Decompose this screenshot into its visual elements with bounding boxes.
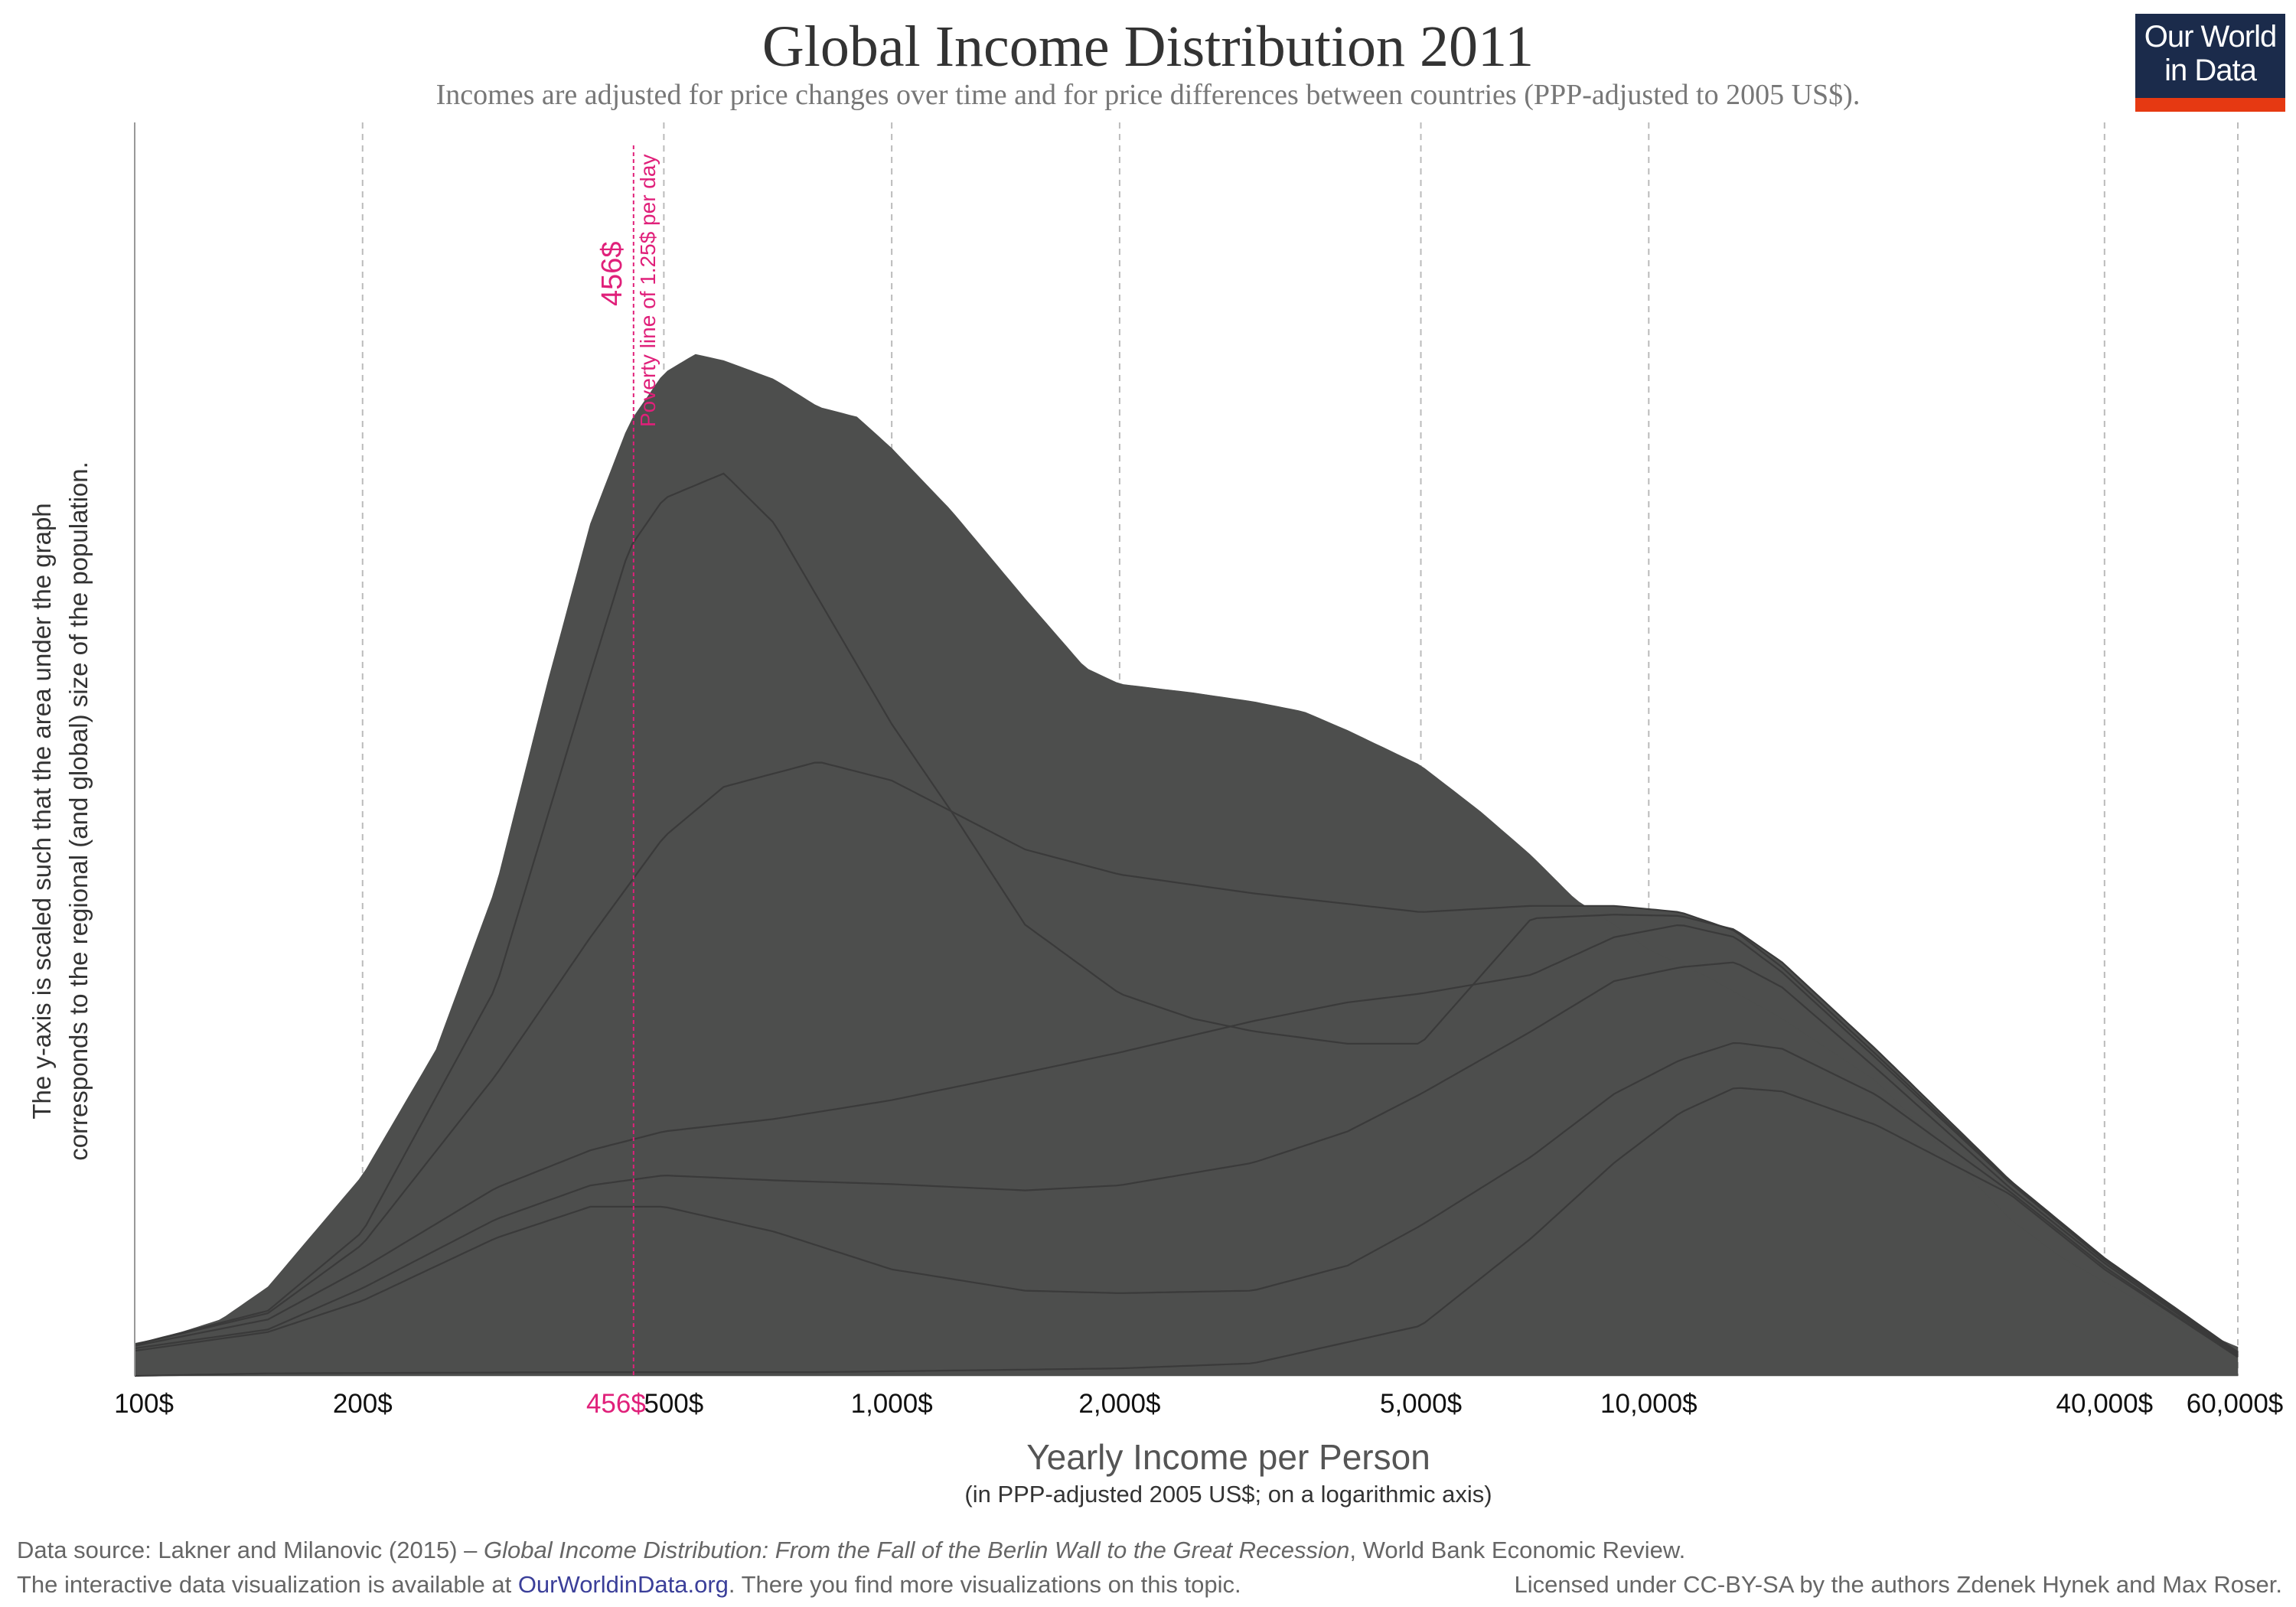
y-axis-title-line-1: The y-axis is scaled such that the area … <box>28 503 56 1119</box>
license-link[interactable]: CC-BY-SA <box>1683 1571 1793 1598</box>
band-boundary-4 <box>134 924 2239 1356</box>
footer-source: Data source: Lakner and Milanovic (2015)… <box>17 1537 1685 1564</box>
source-title: Global Income Distribution: From the Fal… <box>484 1537 1350 1563</box>
interactive-suffix: . There you find more visualizations on … <box>728 1571 1241 1598</box>
band-boundary-5 <box>134 761 2239 1354</box>
band-boundary-2 <box>134 1041 2239 1358</box>
logo-accent-bar <box>2135 98 2285 112</box>
x-tick-1000: 1,000$ <box>851 1389 933 1419</box>
area-series <box>134 354 2239 1377</box>
band-boundary-1 <box>134 1087 2239 1377</box>
license-prefix: Licensed under <box>1514 1571 1684 1598</box>
x-tick-poverty: 456$ <box>586 1389 646 1419</box>
x-tick-40000: 40,000$ <box>2056 1389 2154 1419</box>
poverty-line-group: 456$ Poverty line of 1.25$ per day <box>596 145 660 1376</box>
footer-license: Licensed under CC-BY-SA by the authors Z… <box>1515 1571 2282 1599</box>
source-prefix: Data source: Lakner and Milanovic (2015)… <box>17 1537 484 1563</box>
band-boundary-6 <box>134 472 2239 1353</box>
x-tick-10000: 10,000$ <box>1600 1389 1698 1419</box>
license-suffix: by the authors Zdenek Hynek and Max Rose… <box>1792 1571 2282 1598</box>
y-axis-title-line-2: corresponds to the regional (and global)… <box>64 461 93 1161</box>
owid-link[interactable]: OurWorldinData.org <box>517 1571 729 1598</box>
x-axis-title: Yearly Income per Person <box>1026 1437 1430 1477</box>
footer-interactive: The interactive data visualization is av… <box>17 1571 1241 1599</box>
x-tick-60000: 60,000$ <box>2187 1389 2284 1419</box>
series-boundary-lines <box>134 472 2239 1377</box>
x-tick-500: 500$ <box>644 1389 703 1419</box>
logo-line-1: Our World <box>2144 20 2278 54</box>
poverty-note-label: Poverty line of 1.25$ per day <box>636 155 660 427</box>
x-tick-labels: 100$ 200$ 500$ 1,000$ 2,000$ 5,000$ 10,000$ 40,… <box>114 1389 2283 1419</box>
band-boundary-3 <box>134 961 2239 1357</box>
x-axis-note: (in PPP-adjusted 2005 US$; on a logarith… <box>964 1481 1492 1508</box>
x-tick-5000: 5,000$ <box>1380 1389 1462 1419</box>
interactive-prefix: The interactive data visualization is av… <box>17 1571 518 1598</box>
poverty-value-label: 456$ <box>596 241 628 306</box>
x-tick-2000: 2,000$ <box>1078 1389 1160 1419</box>
x-tick-100: 100$ <box>114 1389 174 1419</box>
logo-line-2: in Data <box>2164 54 2257 87</box>
chart-subtitle: Incomes are adjusted for price changes o… <box>435 79 1861 111</box>
x-tick-200: 200$ <box>333 1389 393 1419</box>
chart-title: Global Income Distribution 2011 <box>762 15 1534 79</box>
owid-logo[interactable]: Our World in Data <box>2135 14 2285 112</box>
source-suffix: , World Bank Economic Review. <box>1349 1537 1686 1563</box>
